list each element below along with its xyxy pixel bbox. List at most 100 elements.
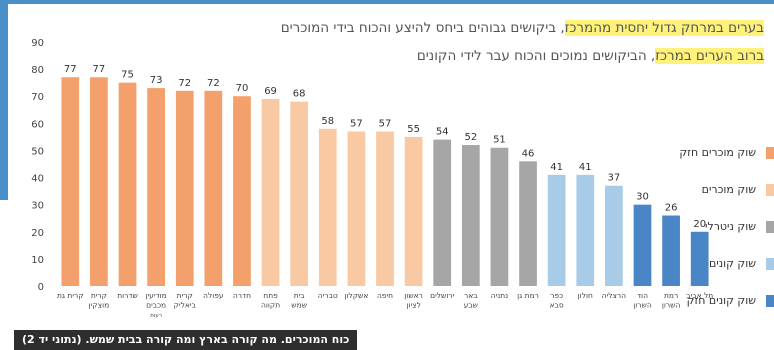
data-label: 58 bbox=[321, 116, 334, 127]
legend-item-buyers: שוק קונים bbox=[692, 245, 774, 282]
bar bbox=[662, 215, 680, 286]
bar bbox=[461, 145, 480, 286]
x-tick-label: חיפה bbox=[377, 291, 393, 300]
x-tick-label: ראשון bbox=[404, 291, 423, 300]
data-label: 77 bbox=[93, 64, 106, 75]
data-label: 37 bbox=[608, 173, 621, 184]
legend-item-strong-buyers: שוק קונים חזק bbox=[687, 282, 774, 319]
bar bbox=[318, 128, 337, 286]
bar bbox=[347, 131, 366, 286]
legend-label: שוק מוכרים bbox=[701, 183, 756, 196]
x-tick-label: מכבים bbox=[146, 301, 166, 310]
legend-label: שוק קונים bbox=[708, 257, 756, 270]
legend-swatch bbox=[766, 220, 774, 233]
legend-swatch bbox=[766, 257, 774, 270]
x-tick-label: רמת גן bbox=[517, 291, 539, 300]
data-label: 70 bbox=[236, 83, 249, 94]
legend-label: שוק מוכרים חזק bbox=[679, 146, 756, 159]
data-label: 46 bbox=[522, 148, 535, 159]
bar bbox=[433, 139, 452, 286]
x-tick-label: הרצליה bbox=[602, 291, 627, 300]
x-tick-label: בית bbox=[294, 291, 306, 300]
data-label: 54 bbox=[436, 127, 449, 138]
headline-line-1-highlight: בערים במרחק גדול יחסית מהמרכז bbox=[564, 20, 764, 36]
bar bbox=[690, 231, 709, 286]
data-label: 52 bbox=[464, 132, 477, 143]
x-tick-label: מודיעין bbox=[145, 291, 166, 300]
x-tick-label: שבע bbox=[464, 301, 478, 310]
bar bbox=[547, 174, 566, 286]
y-tick-label: 70 bbox=[31, 92, 44, 103]
bar bbox=[90, 77, 108, 286]
caption-bar: כוח המוכרים. מה קורה בארץ ומה קורה בבית … bbox=[14, 330, 358, 350]
x-tick-label: תל אביב bbox=[686, 291, 713, 300]
y-tick-label: 90 bbox=[31, 38, 44, 49]
x-tick-label: אשקלון bbox=[344, 291, 368, 300]
legend-swatch bbox=[766, 294, 774, 307]
data-label: 55 bbox=[407, 124, 420, 135]
bar bbox=[290, 101, 309, 287]
bar bbox=[175, 90, 194, 286]
x-tick-label: עפולה bbox=[203, 291, 224, 300]
x-tick-label: שמש bbox=[291, 301, 307, 310]
legend-label: שוק ניטרלי bbox=[704, 220, 756, 233]
top-accent-strip bbox=[0, 0, 774, 4]
x-tick-label: טבריה bbox=[318, 291, 338, 300]
x-tick-label: קרית bbox=[91, 291, 107, 300]
y-tick-label: 20 bbox=[31, 228, 44, 239]
x-tick-label: פתח bbox=[263, 291, 278, 300]
data-label: 73 bbox=[150, 75, 163, 86]
headline-line-2-rest: , הביקושים נמוכים והכוח עבר לידי הקונים bbox=[416, 48, 656, 64]
bar bbox=[605, 185, 623, 286]
x-tick-label: השרון bbox=[633, 301, 652, 310]
legend-label: שוק קונים חזק bbox=[686, 294, 756, 307]
bar bbox=[490, 147, 509, 286]
bar bbox=[576, 174, 595, 286]
x-tick-label: ביאליק bbox=[174, 301, 197, 310]
bar bbox=[147, 88, 165, 286]
x-tick-label: השרון bbox=[662, 301, 681, 310]
y-tick-label: 80 bbox=[31, 65, 44, 76]
x-tick-label: חדרה bbox=[233, 291, 251, 300]
bar bbox=[233, 96, 251, 286]
data-label: 41 bbox=[579, 162, 592, 173]
bar bbox=[404, 136, 423, 286]
x-tick-label: שדרות bbox=[117, 291, 138, 300]
legend-swatch bbox=[766, 183, 774, 196]
x-tick-label: תקווה bbox=[261, 301, 280, 310]
x-tick-label: קרית bbox=[177, 291, 193, 300]
y-tick-label: 50 bbox=[31, 146, 44, 157]
legend-item-neutral: שוק ניטרלי bbox=[692, 208, 774, 245]
legend: שוק מוכרים חזק שוק מוכרים שוק ניטרלי שוק… bbox=[679, 134, 774, 319]
y-tick-label: 30 bbox=[31, 201, 44, 212]
headline-line-2: ברוב הערים במרכז, הביקושים נמוכים והכוח … bbox=[417, 48, 764, 64]
legend-item-strong-sellers: שוק מוכרים חזק bbox=[679, 134, 774, 171]
x-tick-label: ירושלים bbox=[430, 291, 455, 300]
x-tick-label: רעות bbox=[150, 313, 162, 319]
y-tick-label: 0 bbox=[38, 282, 44, 293]
x-tick-label: לציון bbox=[406, 301, 420, 310]
y-tick-label: 10 bbox=[31, 255, 44, 266]
x-tick-label: חולון bbox=[578, 291, 593, 300]
data-label: 57 bbox=[379, 118, 392, 129]
legend-swatch bbox=[766, 146, 774, 159]
data-label: 20 bbox=[693, 219, 706, 230]
bar bbox=[261, 98, 280, 286]
data-label: 57 bbox=[350, 118, 363, 129]
data-label: 72 bbox=[178, 78, 191, 89]
headline-line-1-rest: , ביקושים גבוהים ביחס להיצע והכוח בידי ה… bbox=[280, 20, 565, 36]
data-label: 69 bbox=[264, 86, 277, 97]
bar bbox=[633, 204, 652, 286]
bar bbox=[204, 90, 223, 286]
data-label: 41 bbox=[550, 162, 563, 173]
data-label: 75 bbox=[121, 70, 134, 81]
x-tick-label: קרית גת bbox=[57, 291, 84, 300]
headline-line-2-highlight: ברוב הערים במרכז bbox=[655, 48, 764, 64]
data-label: 30 bbox=[636, 192, 649, 203]
bar bbox=[519, 161, 537, 286]
data-label: 26 bbox=[665, 203, 678, 214]
legend-item-sellers: שוק מוכרים bbox=[692, 171, 774, 208]
headline-line-1: בערים במרחק גדול יחסית מהמרכז, ביקושים ג… bbox=[281, 20, 764, 36]
y-tick-label: 60 bbox=[31, 119, 44, 130]
